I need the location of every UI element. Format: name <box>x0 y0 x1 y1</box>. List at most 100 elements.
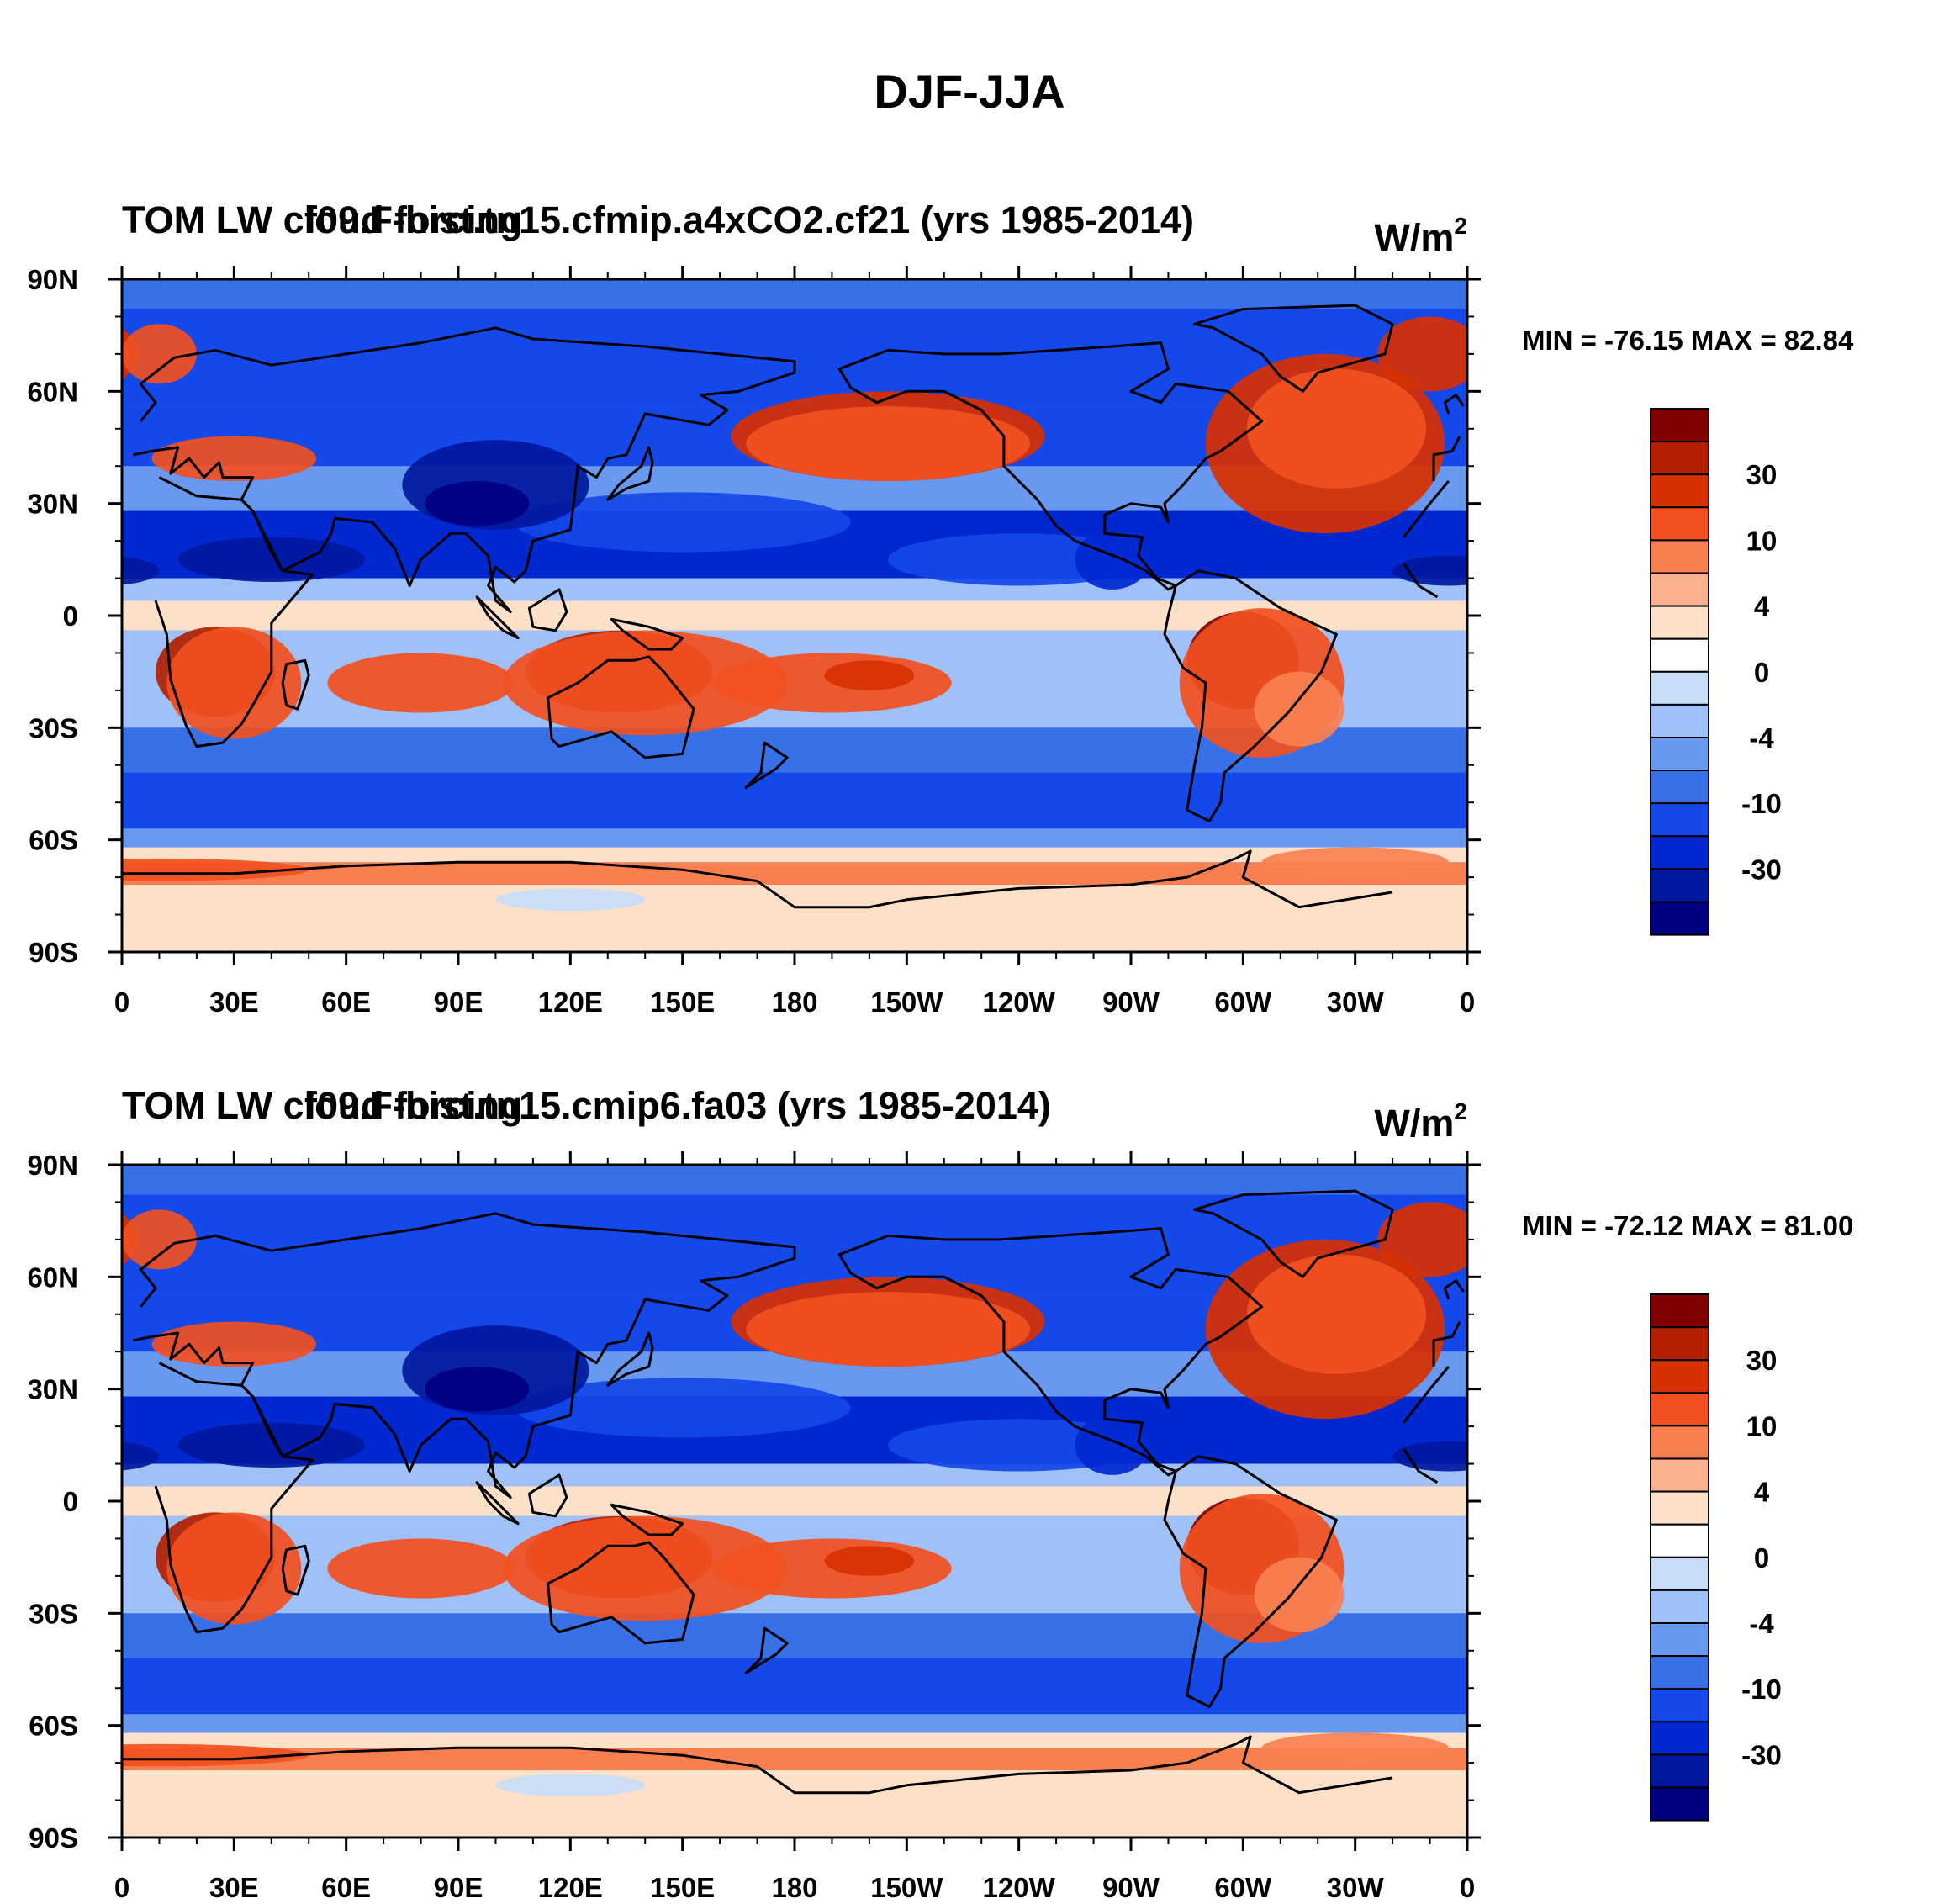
field-anomaly-16 <box>166 1512 302 1625</box>
field-anomaly-4 <box>1246 1254 1427 1374</box>
coastline-new-guinea <box>610 617 684 651</box>
case-title: f09.F-hist.tn15.cmip6.fa03 (yrs 1985-201… <box>304 1084 1051 1127</box>
colorbar-segment <box>1650 473 1709 509</box>
field-band-10 <box>122 1658 1467 1715</box>
coastline-britain-3 <box>1443 394 1465 415</box>
colorbar-segment <box>1650 770 1709 805</box>
lon-label: 150W <box>870 1872 943 1903</box>
field-anomaly-14 <box>1075 1415 1150 1475</box>
coastline-africa-3 <box>1403 1447 1439 1484</box>
lon-label: 60E <box>321 1872 371 1903</box>
field-anomaly-19 <box>503 1515 788 1621</box>
lat-label: 60S <box>29 825 78 856</box>
coastline-eurasia-1 <box>1432 436 1461 481</box>
lon-label: 150W <box>870 986 943 1018</box>
coastline-new-guinea <box>610 1503 684 1536</box>
colorbar-segment <box>1650 1786 1709 1822</box>
coastline-n-america <box>837 341 1264 591</box>
lat-label: 90N <box>27 1150 78 1181</box>
field-anomaly-11 <box>425 481 530 526</box>
colorbar-segment <box>1650 670 1709 706</box>
field-anomaly-7 <box>151 1321 317 1367</box>
coastline-new-zealand <box>744 741 789 789</box>
field-band-1 <box>122 1165 1467 1195</box>
colorbar-segment <box>1650 1392 1709 1427</box>
field-anomaly-26 <box>495 1774 646 1797</box>
colorbar-segment <box>1650 1326 1709 1362</box>
colorbar-label: 4 <box>1754 591 1770 622</box>
coastline-madagascar <box>281 1544 310 1596</box>
colorbar-label: 30 <box>1746 1345 1778 1376</box>
lon-label: 120W <box>983 1872 1056 1903</box>
field-band-1 <box>122 279 1467 309</box>
lon-label: 60W <box>1214 986 1272 1018</box>
lon-label: 150E <box>650 986 715 1018</box>
lon-label: 30E <box>209 1872 259 1903</box>
field-anomaly-25 <box>122 1743 309 1767</box>
field-band-12 <box>122 1732 1467 1748</box>
map-panel-2: 90N 60N 30N 0 30S 60S 90S 0 30E 60E 90E 120E 150E 180… <box>27 1084 1853 1903</box>
coastline-sumatra <box>475 1481 520 1526</box>
units-label: W/m2 <box>1374 213 1467 259</box>
colorbar-segment <box>1650 868 1709 903</box>
colorbar-label: 10 <box>1746 525 1778 556</box>
field-anomaly-17 <box>327 653 515 713</box>
field-band-10 <box>122 772 1467 829</box>
figure-title: DJF-JJA <box>874 65 1065 118</box>
colorbar-label: -10 <box>1741 1674 1782 1705</box>
coastline-madagascar <box>281 658 310 711</box>
field-anomaly-21 <box>824 660 915 690</box>
lat-label: 0 <box>63 1486 78 1517</box>
colorbar-label: -30 <box>1741 1739 1782 1770</box>
lon-label: 0 <box>114 986 129 1018</box>
colorbar-label: -4 <box>1749 722 1774 754</box>
colorbar-label: -10 <box>1741 788 1782 819</box>
lon-label: 30E <box>209 986 259 1018</box>
field-anomaly-8 <box>514 1378 851 1438</box>
units-label: W/m2 <box>1374 1098 1467 1145</box>
coastline-antarctica-1 <box>122 1735 1393 1795</box>
lat-label: 90S <box>29 937 78 968</box>
coastline-s-america <box>1163 569 1338 822</box>
colorbar-label: -4 <box>1749 1608 1774 1639</box>
coastline-antarctica-1 <box>122 849 1393 909</box>
lon-label: 120E <box>538 1872 603 1903</box>
coastline-greenland <box>1193 1189 1394 1278</box>
coastline-britain-3 <box>1443 1279 1465 1300</box>
lat-label: 0 <box>63 600 78 632</box>
colorbar-segment <box>1650 901 1709 936</box>
coastline-n-america <box>837 1227 1264 1477</box>
colorbar-label: 4 <box>1754 1477 1770 1508</box>
colorbar-segment <box>1650 802 1709 838</box>
coastline-s-america <box>1163 1455 1338 1708</box>
lon-label: 180 <box>771 986 817 1018</box>
coastlines <box>122 1189 1465 1838</box>
lon-label: 90E <box>434 986 483 1018</box>
coastline-eurasia-1 <box>1432 1321 1461 1367</box>
field-anomaly-27 <box>1261 847 1449 878</box>
field-anomaly-13-wrap <box>122 556 160 585</box>
coastline-sumatra <box>475 595 520 640</box>
field-anomaly-5 <box>1377 316 1467 392</box>
colorbar-segment <box>1650 1293 1709 1329</box>
field-anomaly-26 <box>495 888 646 912</box>
field-anomaly-11 <box>425 1367 530 1412</box>
field-anomaly-5 <box>1377 1202 1467 1277</box>
colorbar-label: 30 <box>1746 459 1778 490</box>
lon-label: 90W <box>1102 986 1160 1018</box>
field-anomaly-13-wrap <box>122 1441 160 1471</box>
lon-label: 120W <box>983 986 1056 1018</box>
colorbar-segment <box>1650 1556 1709 1591</box>
coastline-borneo <box>527 1473 568 1518</box>
lon-label: 120E <box>538 986 603 1018</box>
map-panel-1: 90N 60N 30N 0 30S 60S 90S 0 30E 60E 90E 120E 150E 180… <box>27 198 1854 1018</box>
lon-label: 60W <box>1214 1872 1272 1903</box>
coastline-greenland <box>1193 304 1394 393</box>
colorbar-segment <box>1650 1523 1709 1558</box>
cloud-forcing-field <box>122 279 1467 952</box>
field-band-11 <box>122 1714 1467 1733</box>
colorbar-segment <box>1650 1753 1709 1789</box>
case-title: f09.F-hist.tn15.cfmip.a4xCO2.cf21 (yrs 1… <box>304 198 1194 241</box>
field-band-14 <box>122 885 1467 952</box>
coastline-new-zealand <box>744 1626 789 1674</box>
